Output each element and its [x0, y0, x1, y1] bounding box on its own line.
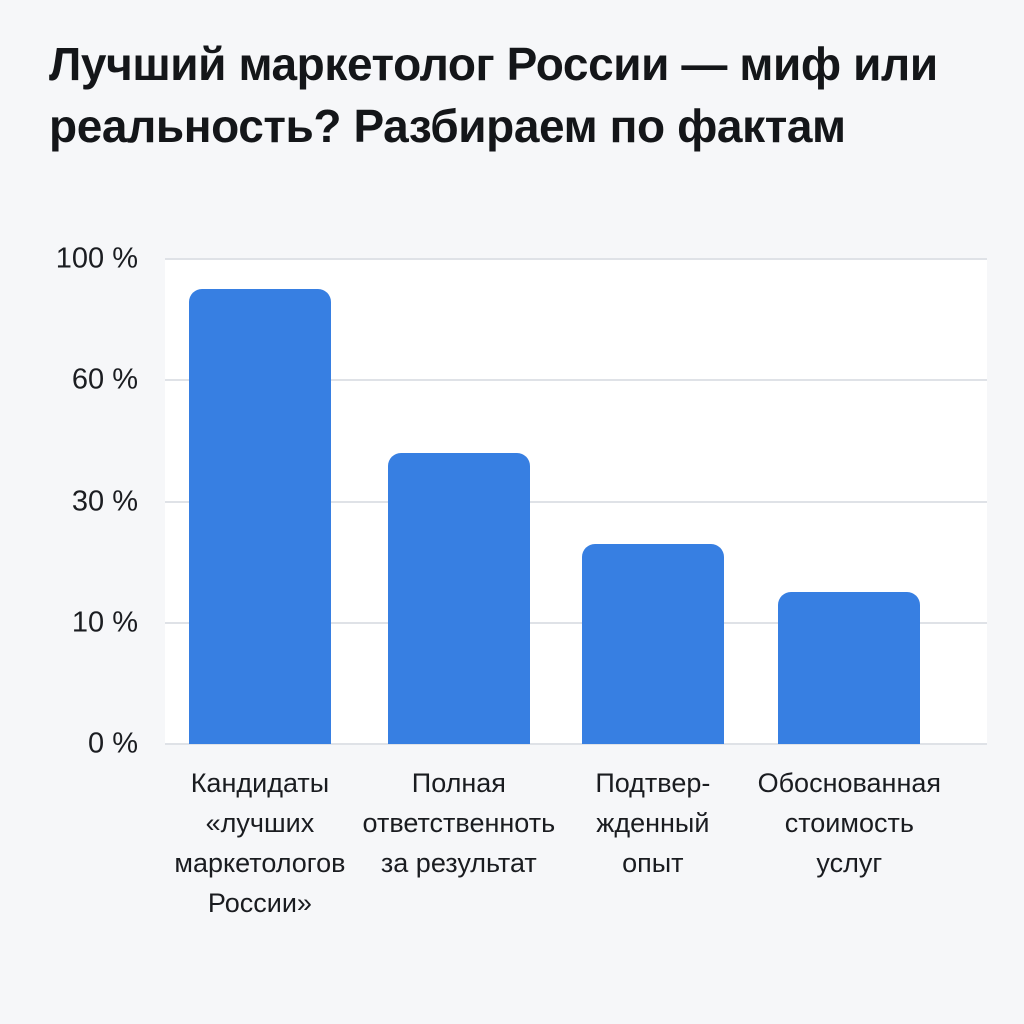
gridline — [165, 621, 987, 624]
y-tick-label: 0 % — [88, 727, 138, 760]
gridline — [165, 500, 987, 503]
y-tick-label: 100 % — [55, 242, 138, 275]
y-axis: 0 % 10 % 30 % 60 % 100 % — [0, 243, 138, 760]
gridline — [165, 379, 987, 382]
bar — [581, 543, 724, 744]
bar — [387, 453, 530, 744]
gridline — [165, 258, 987, 260]
x-axis: Кандидаты «лучших маркетологов России» По… — [165, 763, 987, 943]
y-tick-label: 30 % — [71, 485, 138, 517]
chart-title: Лучший маркетолог России — миф или реаль… — [49, 38, 938, 152]
x-category-label: Обоснованная стоимость услуг — [757, 768, 942, 878]
gridline — [165, 743, 987, 745]
x-category-label: Кандидаты «лучших маркетологов России» — [174, 768, 346, 918]
x-category-label: Полная ответственноть за результат — [362, 768, 556, 878]
plot-area — [165, 258, 987, 745]
bar — [778, 592, 921, 744]
y-tick-label: 60 % — [71, 363, 138, 396]
bar — [188, 289, 332, 744]
y-tick-label: 10 % — [71, 606, 138, 639]
x-category-label: Подтвер- жденный опыт — [595, 768, 711, 878]
